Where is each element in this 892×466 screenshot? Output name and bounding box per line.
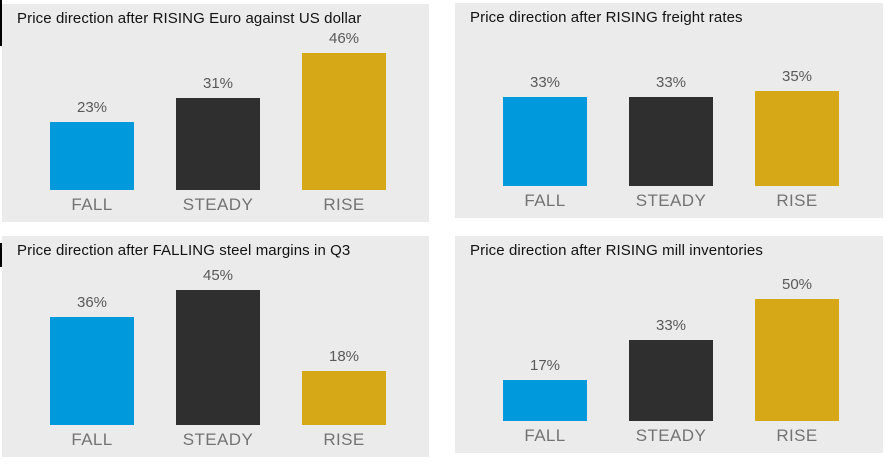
bar-fall: [50, 122, 134, 190]
plot-area-mill-inventories: 17% 33% 50%: [455, 261, 883, 421]
bar-steady: [176, 98, 260, 190]
chart-title-euro-vs-dollar: Price direction after RISING Euro agains…: [17, 10, 362, 27]
plot-area-steel-margins: 36% 45% 18%: [2, 265, 429, 425]
chart-title-mill-inventories: Price direction after RISING mill invent…: [470, 242, 763, 259]
category-label-rise: RISE: [323, 430, 365, 449]
category-label-rise: RISE: [776, 426, 818, 445]
left-edge-artifact-top: [0, 0, 2, 46]
chart-title-steel-margins: Price direction after FALLING steel marg…: [17, 242, 351, 259]
category-label-steady: STEADY: [635, 426, 707, 445]
left-edge-artifact-bottom: [0, 243, 2, 267]
value-label-fall: 23%: [76, 99, 108, 116]
chart-panel-freight-rates: Price direction after RISING freight rat…: [455, 3, 883, 218]
value-label-steady: 33%: [655, 317, 687, 334]
bar-rise: [302, 53, 386, 190]
chart-title-freight-rates: Price direction after RISING freight rat…: [470, 9, 743, 26]
plot-area-freight-rates: 33% 33% 35%: [455, 26, 883, 186]
category-label-fall: FALL: [524, 191, 566, 210]
bar-steady: [176, 290, 260, 425]
category-label-fall: FALL: [71, 195, 113, 214]
chart-panel-mill-inventories: Price direction after RISING mill invent…: [455, 236, 883, 453]
category-label-fall: FALL: [524, 426, 566, 445]
chart-panel-steel-margins: Price direction after FALLING steel marg…: [2, 236, 429, 457]
category-label-steady: STEADY: [635, 191, 707, 210]
bar-fall: [50, 317, 134, 425]
value-label-fall: 36%: [76, 294, 108, 311]
value-label-rise: 35%: [781, 68, 813, 85]
value-label-fall: 33%: [529, 74, 561, 91]
bar-rise: [755, 91, 839, 186]
category-label-steady: STEADY: [182, 430, 254, 449]
category-label-rise: RISE: [323, 195, 365, 214]
bar-steady: [629, 340, 713, 421]
value-label-rise: 18%: [328, 348, 360, 365]
bar-fall: [503, 97, 587, 186]
bar-fall: [503, 380, 587, 421]
bar-rise: [302, 371, 386, 425]
value-label-rise: 46%: [328, 30, 360, 47]
value-label-fall: 17%: [529, 357, 561, 374]
category-label-fall: FALL: [71, 430, 113, 449]
plot-area-euro-vs-dollar: 23% 31% 46%: [2, 30, 429, 190]
chart-panel-euro-vs-dollar: Price direction after RISING Euro agains…: [2, 4, 429, 222]
category-label-rise: RISE: [776, 191, 818, 210]
value-label-steady: 31%: [202, 75, 234, 92]
value-label-steady: 33%: [655, 74, 687, 91]
bar-rise: [755, 299, 839, 421]
category-label-steady: STEADY: [182, 195, 254, 214]
bar-steady: [629, 97, 713, 186]
value-label-rise: 50%: [781, 276, 813, 293]
value-label-steady: 45%: [202, 267, 234, 284]
